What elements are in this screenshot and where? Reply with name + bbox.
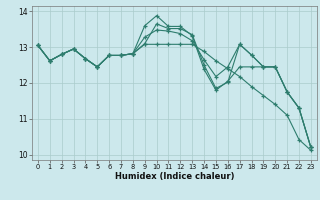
X-axis label: Humidex (Indice chaleur): Humidex (Indice chaleur) xyxy=(115,172,234,181)
